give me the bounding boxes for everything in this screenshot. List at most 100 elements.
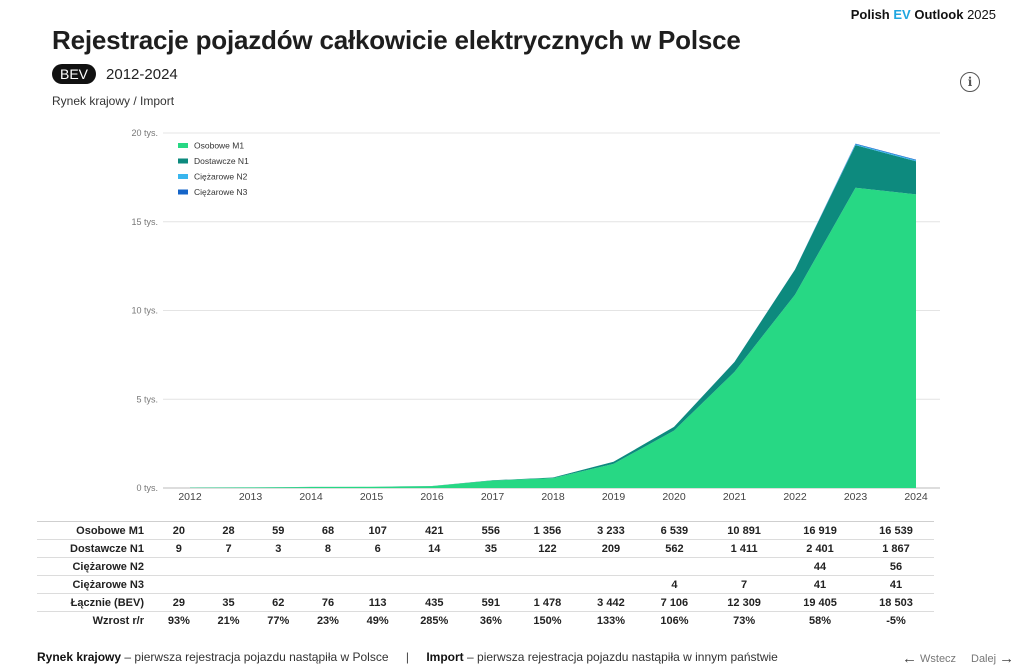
next-label: Dalej [971, 652, 997, 665]
table-cell: 7 106 [642, 593, 707, 612]
table-cell: 41 [858, 575, 934, 594]
table-cell: 7 [706, 575, 783, 594]
table-cell: 76 [303, 593, 353, 612]
table-cell: 4 [642, 575, 707, 594]
legend-label: Osobowe M1 [194, 141, 244, 151]
table-cell [579, 575, 643, 594]
table-cell: 1 867 [858, 539, 934, 558]
area-chart: 0 tys. 5 tys. 10 tys. 15 tys. 20 tys. 2012 201… [131, 128, 940, 503]
brand-ev: EV [893, 7, 911, 22]
table-cell [203, 557, 254, 576]
info-icon[interactable]: i [960, 72, 980, 92]
x-tick-label: 2016 [420, 491, 444, 503]
x-tick-label: 2014 [299, 491, 323, 503]
table-cell: 41 [782, 575, 858, 594]
table-cell: 93% [154, 611, 204, 630]
x-tick-label: 2022 [783, 491, 807, 503]
table-cell [352, 575, 403, 594]
table-cell [303, 557, 353, 576]
table-cell: 1 356 [515, 521, 580, 540]
table-cell: 59 [253, 521, 304, 540]
footer-import-label: Import [426, 650, 464, 664]
x-tick-label: 2021 [723, 491, 747, 503]
table-cell: 77% [253, 611, 304, 630]
table-row: Dostawcze N1 9 7 3 8 6 14 35 122 209 562 1 411 2 401… [37, 539, 934, 558]
table-cell: 8 [303, 539, 353, 558]
table-cell [515, 575, 580, 594]
x-tick-label: 2013 [239, 491, 263, 503]
y-tick-label: 15 tys. [131, 217, 158, 227]
table-cell: 3 233 [579, 521, 643, 540]
table-cell: 7 [203, 539, 254, 558]
area-osobowe-m1 [190, 187, 916, 488]
table-cell: 56 [858, 557, 934, 576]
y-tick-label: 5 tys. [136, 394, 158, 404]
table-cell [466, 575, 516, 594]
subtitle: Rynek krajowy / Import [52, 94, 175, 108]
table-cell: 12 309 [706, 593, 783, 612]
table-cell: 10 891 [706, 521, 783, 540]
brand-year: 2025 [967, 7, 996, 22]
table-cell: 18 503 [858, 593, 934, 612]
table-cell: 58% [782, 611, 858, 630]
table-cell: 14 [402, 539, 466, 558]
table-cell: 35 [466, 539, 516, 558]
table-cell: 113 [352, 593, 403, 612]
year-range: 2012-2024 [106, 65, 178, 83]
x-tick-label: 2017 [481, 491, 505, 503]
legend-swatch [178, 189, 188, 195]
table-cell: 122 [515, 539, 580, 558]
table-cell: 591 [466, 593, 516, 612]
x-tick-label: 2012 [178, 491, 202, 503]
table-cell [579, 557, 643, 576]
back-label: Wstecz [920, 652, 957, 665]
area-dostawcze-n1 [190, 145, 916, 488]
table-cell: 106% [642, 611, 707, 630]
table-row: Ciężarowe N3 4 7 41 41 [37, 575, 934, 594]
x-tick-label: 2024 [904, 491, 928, 503]
back-button[interactable]: ← Wstecz [899, 650, 956, 667]
x-tick-label: 2015 [360, 491, 384, 503]
table-cell: 3 442 [579, 593, 643, 612]
table-cell [303, 575, 353, 594]
table-cell: 421 [402, 521, 466, 540]
table-cell: 1 478 [515, 593, 580, 612]
x-tick-label: 2019 [602, 491, 626, 503]
table-row: Wzrost r/r 93% 21% 77% 23% 49% 285% 36% 150% 133%… [37, 611, 934, 630]
row-label: Dostawcze N1 [37, 539, 154, 558]
table-cell: 49% [352, 611, 403, 630]
table-cell: 44 [782, 557, 858, 576]
table-cell [154, 557, 204, 576]
table-cell: 1 411 [706, 539, 783, 558]
table-cell: 35 [203, 593, 254, 612]
table-cell: 73% [706, 611, 783, 630]
table-cell [402, 575, 466, 594]
table-cell [253, 575, 304, 594]
table-cell [203, 575, 254, 594]
y-tick-label: 0 tys. [136, 483, 158, 493]
table-cell [253, 557, 304, 576]
table-cell: 133% [579, 611, 643, 630]
table-cell: 68 [303, 521, 353, 540]
table-cell: 16 919 [782, 521, 858, 540]
footer-separator: | [405, 650, 409, 664]
table-cell [402, 557, 466, 576]
table-cell: 28 [203, 521, 254, 540]
legend-label: Dostawcze N1 [194, 156, 249, 166]
table-cell: 556 [466, 521, 516, 540]
table-row: Osobowe M1 20 28 59 68 107 421 556 1 356 3 233 6 5… [37, 521, 934, 540]
table-cell: 435 [402, 593, 466, 612]
brand-bold: Outlook [914, 7, 964, 22]
table-cell: 20 [154, 521, 204, 540]
table-row: Ciężarowe N2 44 56 [37, 557, 934, 576]
table-cell [515, 557, 580, 576]
table-cell: 150% [515, 611, 580, 630]
legend-swatch [178, 158, 188, 164]
footer-legend: Rynek krajowy – pierwsza rejestracja poj… [37, 650, 778, 664]
footer-import-text: – pierwsza rejestracja pojazdu nastąpiła… [463, 650, 778, 664]
next-button[interactable]: Dalej → [971, 650, 1017, 667]
table-cell: 209 [579, 539, 643, 558]
table-cell [642, 557, 707, 576]
table-cell: 107 [352, 521, 403, 540]
table-cell: 9 [154, 539, 204, 558]
